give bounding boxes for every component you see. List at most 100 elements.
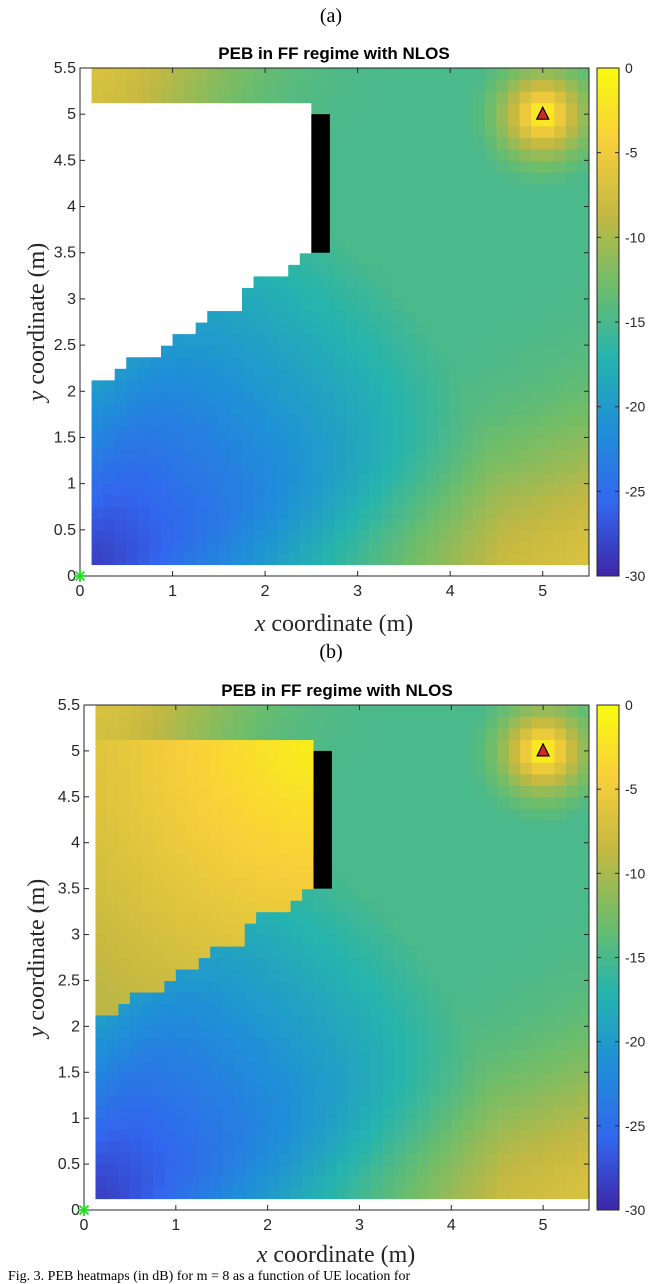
heatmap-cell <box>265 379 278 392</box>
heatmap-cell <box>172 552 185 566</box>
heatmap-cell <box>427 437 440 450</box>
heatmap-cell <box>370 1049 384 1062</box>
heatmap-cell <box>103 472 116 485</box>
heatmap-cell <box>149 137 162 150</box>
heatmap-cell <box>233 716 246 729</box>
heatmap-cell <box>405 739 418 752</box>
heatmap-cell <box>210 1072 223 1085</box>
heatmap-cell <box>253 552 266 566</box>
heatmap-cell <box>380 91 393 104</box>
heatmap-cell <box>462 773 475 786</box>
figure-caption: Fig. 3. PEB heatmaps (in dB) for m = 8 a… <box>8 1269 410 1284</box>
heatmap-cell <box>520 716 533 729</box>
heatmap-cell <box>347 1095 361 1108</box>
heatmap-cell <box>126 91 139 104</box>
heatmap-cell <box>91 183 104 196</box>
heatmap-cell <box>531 160 544 173</box>
heatmap-cell <box>299 518 312 531</box>
heatmap-cell <box>184 148 197 161</box>
heatmap-cell <box>91 414 104 427</box>
heatmap-cell <box>114 518 127 531</box>
heatmap-cell <box>461 483 474 496</box>
heatmap-cell <box>520 1014 533 1027</box>
heatmap-cell <box>210 946 223 959</box>
heatmap-cell <box>347 900 361 913</box>
heatmap-cell <box>484 368 498 381</box>
heatmap-cell <box>393 1060 406 1073</box>
heatmap-cell <box>230 137 243 150</box>
heatmap-cell <box>253 518 266 531</box>
heatmap-cell <box>290 1083 303 1096</box>
heatmap-cell <box>160 148 174 161</box>
heatmap-cell <box>313 727 326 741</box>
heatmap-cell <box>531 241 544 254</box>
heatmap-cell <box>382 1141 395 1154</box>
heatmap-cell <box>218 241 231 254</box>
heatmap-cell <box>508 1175 521 1188</box>
heatmap-cell <box>267 739 280 752</box>
heatmap-cell <box>276 322 289 335</box>
heatmap-cell <box>565 171 579 185</box>
heatmap-cell <box>543 1026 556 1039</box>
heatmap-cell <box>485 1014 498 1027</box>
heatmap-cell <box>566 1106 579 1119</box>
y-tick-label: 2 <box>71 1018 80 1035</box>
heatmap-cell <box>439 808 452 821</box>
heatmap-cell <box>244 957 257 970</box>
heatmap-cell <box>566 1072 579 1085</box>
heatmap-cell <box>357 125 370 138</box>
heatmap-cell <box>290 1129 303 1142</box>
heatmap-cell <box>230 183 243 196</box>
heatmap-cell <box>233 739 246 752</box>
heatmap-cell <box>484 160 498 173</box>
heatmap-cell <box>141 957 154 970</box>
heatmap-cell <box>334 529 347 542</box>
heatmap-cell <box>221 762 234 775</box>
heatmap-cell <box>336 773 349 786</box>
heatmap-cell <box>210 705 223 718</box>
heatmap-cell <box>336 727 349 741</box>
heatmap-cell <box>508 460 521 473</box>
heatmap-cell <box>380 102 393 115</box>
heatmap-cell <box>129 1037 142 1050</box>
heatmap-cell <box>129 1014 142 1027</box>
heatmap-cell <box>149 264 162 277</box>
heatmap-cell <box>451 1060 464 1073</box>
heatmap-cell <box>175 934 188 947</box>
heatmap-cell <box>198 842 211 855</box>
heatmap-cell <box>253 114 266 127</box>
heatmap-cell <box>508 1049 521 1062</box>
heatmap-cell <box>311 356 324 369</box>
heatmap-cell <box>164 796 177 809</box>
heatmap-cell <box>288 483 301 496</box>
heatmap-cell <box>542 218 555 231</box>
heatmap-cell <box>565 402 579 415</box>
heatmap-cell <box>565 356 579 369</box>
heatmap-cell <box>428 1141 441 1154</box>
heatmap-cell <box>103 275 116 288</box>
heatmap-cell <box>160 91 174 104</box>
heatmap-cell <box>393 888 406 901</box>
heatmap-cell <box>380 414 393 427</box>
heatmap-cell <box>450 241 463 254</box>
heatmap-cell <box>416 796 429 809</box>
colorbar-tick-label: -30 <box>625 568 645 584</box>
heatmap-cell <box>508 529 521 542</box>
heatmap-cell <box>152 773 165 786</box>
heatmap-cell <box>276 495 289 508</box>
heatmap-cell <box>195 229 208 242</box>
heatmap-cell <box>577 865 589 878</box>
heatmap-cell <box>311 506 324 519</box>
heatmap-cell <box>279 1060 292 1073</box>
heatmap-cell <box>577 472 589 485</box>
heatmap-cell <box>302 819 315 832</box>
heatmap-cell <box>256 865 269 878</box>
heatmap-cell <box>299 68 312 81</box>
heatmap-cell <box>461 102 474 115</box>
heatmap-cell <box>241 102 255 115</box>
heatmap-cell <box>439 934 452 947</box>
heatmap-cell <box>160 79 174 92</box>
heatmap-cell <box>230 91 243 104</box>
heatmap-cell <box>554 425 567 439</box>
heatmap-cell <box>346 310 359 323</box>
